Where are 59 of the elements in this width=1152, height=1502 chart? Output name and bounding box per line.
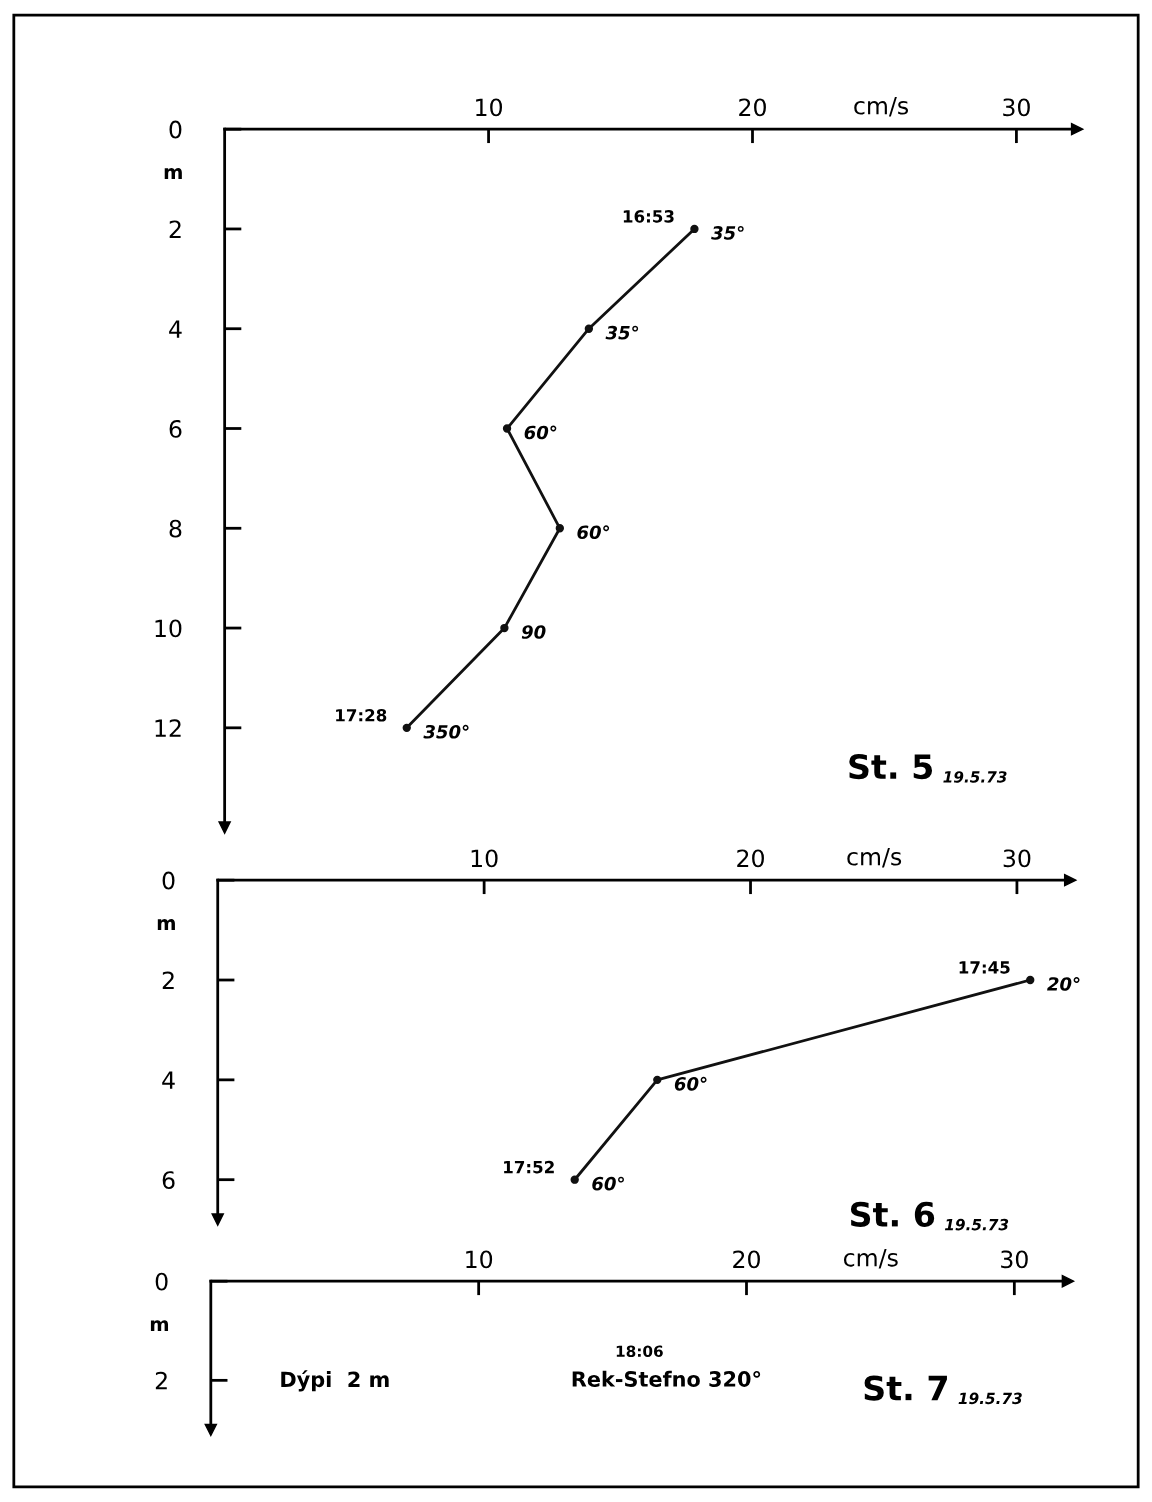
annotation: 17:28: [336, 708, 387, 722]
x-tick-label: 10: [476, 98, 503, 117]
text: St. 5: [849, 753, 933, 780]
x-axis-title: cm/s: [854, 97, 909, 117]
annotation: Dýpi 2 m: [281, 1370, 389, 1392]
x-tick-label: 30: [1001, 1250, 1028, 1269]
x-axis-title: cm/s: [847, 848, 902, 868]
annotation: 60°: [524, 425, 557, 440]
annotation: 90: [521, 625, 546, 639]
point: [653, 1075, 662, 1085]
x-tick-label: 20: [737, 849, 764, 868]
y-tick-label: 2: [162, 971, 174, 989]
x-tick-label: 10: [466, 1250, 493, 1269]
y-tick-label: 6: [162, 1171, 175, 1189]
text: 19.5.73: [958, 1392, 1022, 1405]
annotation: 18:06: [616, 1345, 663, 1358]
annotation: 60°: [674, 1076, 707, 1091]
annotation: 17:52: [504, 1160, 554, 1174]
x-tick-label: 30: [1003, 849, 1031, 868]
x-tick-label: 30: [1003, 98, 1030, 117]
annotation: 350°: [423, 724, 469, 739]
y-tick-label: 0: [155, 1272, 168, 1291]
y-axis-title: m: [157, 919, 175, 930]
annotation: 16:53: [623, 210, 674, 223]
annotation: 20°: [1047, 977, 1080, 991]
annotation: 17:45: [959, 961, 1010, 974]
y-axis-title: m: [164, 168, 182, 179]
text: 19.5.73: [944, 1218, 1009, 1231]
x-tick-label: 10: [471, 849, 498, 868]
y-tick-label: 12: [155, 719, 181, 737]
annotation: 35°: [605, 325, 639, 340]
point: [502, 424, 512, 433]
point: [555, 524, 564, 533]
y-tick-label: 2: [155, 1371, 167, 1390]
y-tick-label: 4: [169, 320, 182, 338]
text: St. 6: [850, 1201, 935, 1227]
point: [690, 224, 699, 234]
x-axis-title: cm/s: [843, 1249, 898, 1269]
y-tick-label: 2: [169, 220, 181, 238]
text: 19.5.73: [943, 771, 1007, 783]
point: [1026, 975, 1035, 985]
x-tick-label: 20: [739, 98, 766, 117]
y-axis-title: m: [150, 1320, 169, 1332]
point: [500, 623, 509, 633]
y-tick-label: 0: [169, 120, 182, 139]
annotation: 60°: [577, 525, 610, 540]
text: St. 7: [864, 1375, 947, 1401]
point: [570, 1175, 579, 1184]
y-tick-label: 10: [155, 619, 182, 638]
x-tick-label: 20: [733, 1250, 760, 1269]
y-tick-label: 8: [169, 519, 182, 538]
point: [402, 723, 411, 732]
y-tick-label: 0: [162, 871, 175, 890]
y-tick-label: 4: [162, 1071, 175, 1089]
point: [584, 324, 594, 333]
y-tick-label: 6: [169, 419, 182, 438]
annotation: 60°: [592, 1176, 624, 1191]
annotation: 35°: [711, 225, 744, 240]
annotation: Rek-Stefno 320°: [572, 1370, 761, 1387]
